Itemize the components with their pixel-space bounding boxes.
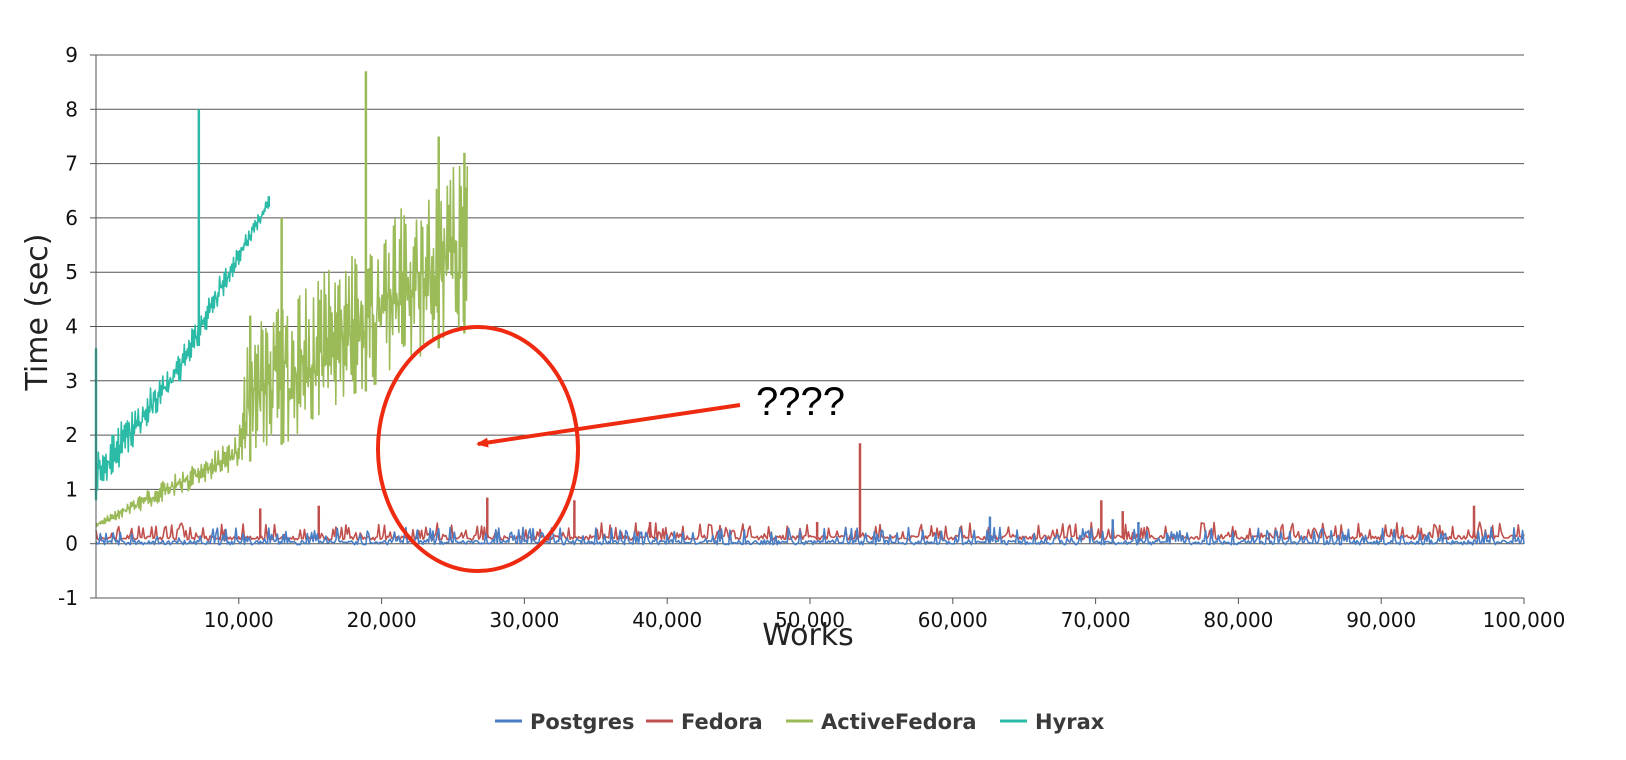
tick-labels: -1 0 1 2 3 4 5 6 7 8 9 10,000 20,000 30,000 40,000 50,0… xyxy=(58,43,1565,632)
series-postgres xyxy=(95,516,1525,546)
series-line xyxy=(95,200,270,491)
legend-label: Fedora xyxy=(681,710,763,734)
annotation: ???? xyxy=(376,325,845,573)
x-axis-title: Works xyxy=(762,618,854,653)
y-tick-label: 8 xyxy=(65,97,78,121)
annotation-text: ???? xyxy=(756,380,845,424)
legend: Postgres Fedora ActiveFedora Hyrax xyxy=(495,710,1105,734)
series-line xyxy=(95,521,1525,541)
x-tick-label: 60,000 xyxy=(918,608,988,632)
x-tick-label: 50,000 xyxy=(775,608,845,632)
y-tick-label: 3 xyxy=(65,369,78,393)
x-tick-label: 10,000 xyxy=(204,608,274,632)
x-tick-label: 80,000 xyxy=(1203,608,1273,632)
series-activefedora xyxy=(95,71,469,528)
legend-label: Postgres xyxy=(530,710,635,734)
legend-item-fedora: Fedora xyxy=(646,710,763,734)
x-tick-label: 40,000 xyxy=(632,608,702,632)
x-tick-label: 20,000 xyxy=(347,608,417,632)
y-tick-label: 5 xyxy=(65,260,78,284)
legend-item-hyrax: Hyrax xyxy=(1000,710,1105,734)
y-tick-label: 9 xyxy=(65,43,78,67)
y-tick-label: 6 xyxy=(65,206,78,230)
x-tick-label: 30,000 xyxy=(489,608,559,632)
axes xyxy=(90,54,1525,604)
plot-area xyxy=(94,71,1525,546)
legend-label: ActiveFedora xyxy=(821,710,977,734)
legend-item-postgres: Postgres xyxy=(495,710,635,734)
annotation-circle xyxy=(376,325,580,573)
y-tick-label: 7 xyxy=(65,152,78,176)
y-tick-label: 1 xyxy=(65,477,78,501)
series-fedora xyxy=(95,443,1525,541)
legend-label: Hyrax xyxy=(1035,710,1105,734)
y-tick-label: 0 xyxy=(65,532,78,556)
y-tick-label: 2 xyxy=(65,423,78,447)
legend-item-activefedora: ActiveFedora xyxy=(786,710,977,734)
y-tick-label: 4 xyxy=(65,315,78,339)
y-axis-title: Time (sec) xyxy=(20,234,55,392)
x-tick-label: 90,000 xyxy=(1346,608,1416,632)
annotation-arrow xyxy=(476,403,741,448)
x-tick-label: 100,000 xyxy=(1483,608,1566,632)
series-line xyxy=(95,526,1525,546)
x-tick-label: 70,000 xyxy=(1061,608,1131,632)
y-tick-label: -1 xyxy=(58,586,78,610)
grid-lines xyxy=(96,54,1524,599)
